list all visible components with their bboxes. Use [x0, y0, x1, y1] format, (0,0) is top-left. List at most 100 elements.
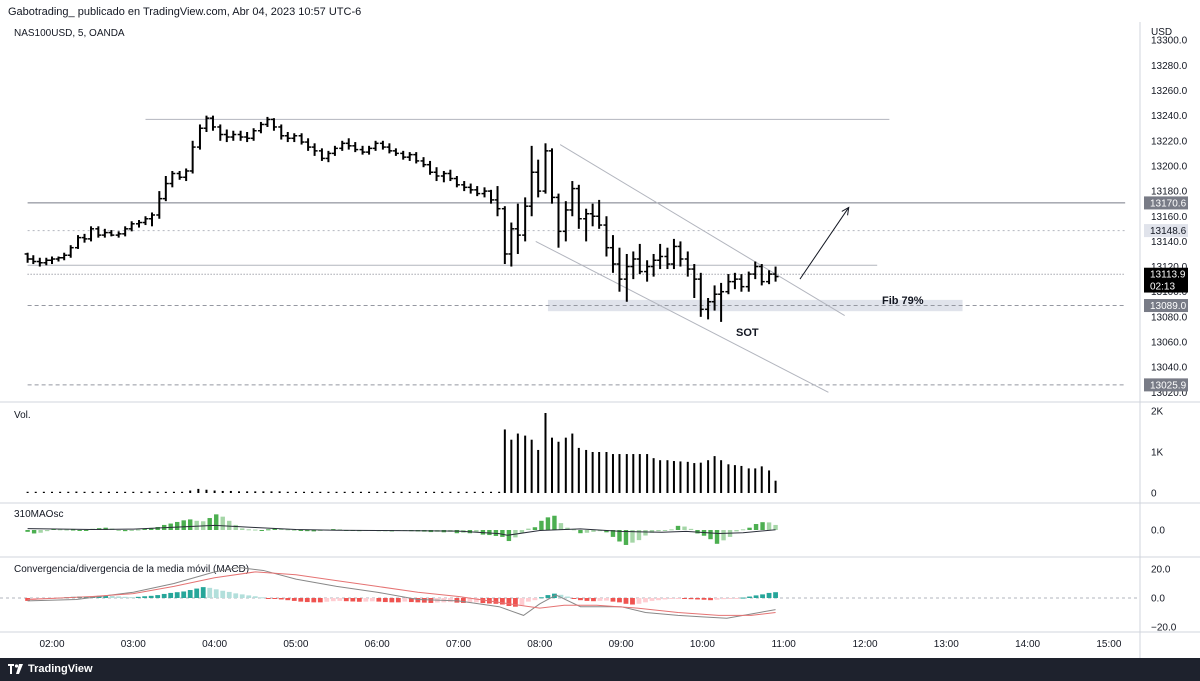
price-bar — [325, 150, 332, 163]
price-label-bg — [1144, 196, 1188, 210]
macd-bar — [402, 598, 408, 602]
macd-bar — [643, 598, 648, 603]
price-bar — [122, 226, 129, 237]
time-tick-label: 09:00 — [609, 639, 634, 650]
osc-bar — [682, 526, 687, 530]
price-bar — [684, 251, 691, 277]
osc-bar — [662, 530, 668, 531]
macd-bar — [526, 598, 531, 602]
price-bar — [461, 181, 468, 192]
osc-bar — [591, 530, 596, 532]
price-bar — [331, 145, 338, 156]
macd-bar — [454, 598, 460, 603]
osc-bar — [526, 528, 531, 530]
price-bar — [162, 176, 169, 202]
osc-bar — [766, 522, 772, 530]
price-bar — [589, 203, 596, 227]
price-bar — [176, 170, 183, 180]
price-bar — [583, 208, 590, 242]
osc-bar — [773, 524, 778, 530]
price-tick-label: 13040.0 — [1151, 363, 1188, 374]
volume-bars — [26, 413, 777, 493]
price-bar — [189, 140, 196, 174]
price-bar — [738, 274, 745, 292]
macd-bar — [415, 598, 421, 603]
price-bar — [488, 189, 495, 204]
price-bar — [427, 160, 434, 175]
price-bar — [535, 159, 542, 198]
price-tick-label: 13200.0 — [1151, 161, 1188, 172]
macd-histogram — [0, 567, 1140, 619]
time-tick-label: 15:00 — [1096, 639, 1121, 650]
price-tick-label: 13300.0 — [1151, 36, 1188, 47]
price-bar — [169, 170, 176, 188]
macd-bar — [578, 598, 583, 601]
osc-bar — [565, 527, 570, 530]
macd-bar — [708, 598, 713, 601]
macd-bar — [747, 596, 752, 598]
macd-bar — [506, 598, 512, 606]
macd-bar — [246, 595, 252, 598]
osc-bar — [740, 529, 746, 531]
macd-bar — [604, 598, 609, 601]
macd-bar — [259, 597, 265, 599]
chart-frame — [0, 22, 1200, 658]
price-bar — [81, 233, 88, 243]
footer-bar: TradingView — [0, 658, 1200, 681]
osc-bar — [318, 530, 323, 531]
time-tick-label: 05:00 — [283, 639, 308, 650]
price-bar — [725, 274, 732, 295]
macd-bar — [766, 592, 772, 598]
osc-bar — [292, 529, 297, 531]
price-bar — [264, 116, 271, 127]
price-label-bg — [1144, 299, 1188, 313]
price-bar — [514, 203, 521, 254]
macd-bar — [565, 596, 570, 598]
osc-title: 310MAOsc — [14, 509, 63, 520]
macd-bar — [109, 595, 115, 598]
macd-bar — [129, 597, 135, 599]
signal-line — [27, 571, 776, 616]
osc-bar — [25, 530, 30, 532]
macd-bar — [220, 590, 226, 598]
osc-bar — [474, 530, 479, 533]
osc-bar — [233, 524, 238, 530]
price-bar — [413, 152, 420, 164]
price-bar — [711, 285, 718, 311]
macd-bar — [161, 593, 167, 598]
price-bar — [108, 230, 115, 237]
price-bar — [420, 157, 427, 168]
fib-annotation: Fib 79% — [882, 295, 924, 307]
price-bar — [284, 131, 291, 143]
price-bar — [359, 145, 366, 155]
time-tick-label: 11:00 — [772, 639, 797, 650]
macd-bar — [376, 598, 382, 602]
price-bar — [379, 140, 386, 150]
osc-bar — [272, 528, 277, 530]
macd-bar — [168, 592, 174, 598]
price-bar — [183, 168, 190, 182]
price-bar — [616, 247, 623, 292]
price-bar — [305, 138, 312, 151]
macd-bar — [148, 595, 154, 598]
macd-bar — [688, 598, 694, 600]
price-bar — [569, 181, 576, 217]
price-bar — [392, 148, 399, 156]
channel-line — [535, 240, 829, 393]
price-tick-label: 13080.0 — [1151, 312, 1188, 323]
price-bar — [291, 133, 298, 143]
price-bar — [142, 216, 149, 226]
price-axis[interactable]: USD 13300.0 13280.0 13260.0 13240.0 13220.0 1… — [1151, 27, 1188, 399]
time-axis[interactable]: 02:00 03:00 04:00 05:00 06:00 07:00 08:00 09:00… — [39, 639, 1121, 650]
macd-bar — [727, 598, 733, 599]
osc-bar — [31, 530, 37, 534]
macd-bar — [662, 598, 668, 600]
macd-bar — [421, 598, 427, 603]
price-bar — [386, 143, 393, 154]
price-bar — [278, 124, 285, 140]
macd-bar — [636, 598, 642, 604]
price-bar — [433, 167, 440, 182]
osc-bar — [571, 529, 577, 531]
price-bar — [542, 143, 549, 194]
